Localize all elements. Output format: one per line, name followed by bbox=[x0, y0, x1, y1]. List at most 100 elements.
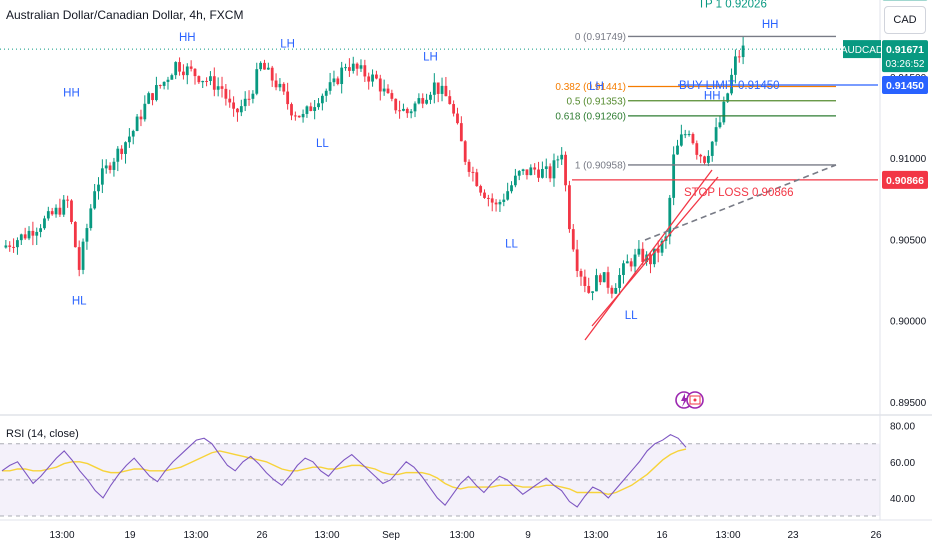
candle-body bbox=[741, 45, 745, 58]
candle-body bbox=[336, 78, 340, 85]
candle-body bbox=[529, 167, 533, 176]
candle-body bbox=[170, 75, 174, 80]
candle-body bbox=[452, 104, 456, 114]
candle-body bbox=[583, 276, 587, 286]
candle-body bbox=[224, 88, 228, 99]
candle-body bbox=[143, 103, 147, 120]
candle-body bbox=[537, 169, 540, 178]
candle-body bbox=[313, 107, 317, 111]
time-tick-label: 26 bbox=[256, 530, 268, 541]
candle-body bbox=[27, 230, 31, 239]
candle-body bbox=[598, 275, 602, 283]
candle-body bbox=[510, 185, 513, 192]
candle-body bbox=[506, 191, 510, 200]
candle-body bbox=[162, 81, 166, 86]
candle-body bbox=[606, 272, 610, 288]
candle-body bbox=[228, 98, 232, 103]
rsi-ma-line bbox=[2, 448, 687, 496]
candle-body bbox=[278, 83, 282, 88]
candle-body bbox=[641, 248, 645, 262]
candle-body bbox=[297, 115, 301, 118]
candle-body bbox=[490, 198, 494, 203]
candle-body bbox=[610, 287, 614, 294]
candle-body bbox=[124, 142, 127, 154]
trendline-upper[interactable] bbox=[591, 176, 719, 327]
candle-body bbox=[104, 165, 108, 169]
candle-body bbox=[348, 67, 351, 71]
price-badge-entry bbox=[882, 76, 928, 94]
candle-body bbox=[714, 127, 718, 142]
candle-body bbox=[483, 192, 486, 198]
candle-body bbox=[710, 141, 714, 156]
candle-body bbox=[31, 230, 35, 236]
candle-body bbox=[672, 154, 676, 198]
time-tick-label: 9 bbox=[525, 530, 531, 541]
candle-body bbox=[263, 62, 266, 70]
structure-label: HL bbox=[72, 295, 87, 307]
candle-body bbox=[382, 88, 386, 92]
candle-body bbox=[502, 199, 506, 202]
candle-body bbox=[363, 65, 367, 77]
candle-body bbox=[100, 168, 104, 185]
candle-body bbox=[367, 76, 371, 82]
candle-body bbox=[556, 159, 560, 161]
candle-body bbox=[35, 231, 39, 236]
candle-body bbox=[243, 98, 247, 107]
candle-body bbox=[695, 143, 699, 155]
rsi-tick-label: 60.00 bbox=[890, 458, 915, 469]
candle-body bbox=[679, 134, 683, 146]
candle-body bbox=[378, 78, 382, 92]
currency-button[interactable]: CAD bbox=[884, 6, 926, 34]
candle-body bbox=[456, 113, 459, 124]
candle-body bbox=[135, 116, 139, 131]
candle-body bbox=[552, 160, 556, 179]
candle-body bbox=[332, 78, 336, 83]
candle-body bbox=[290, 104, 293, 116]
candle-body bbox=[259, 62, 263, 70]
candle-body bbox=[513, 175, 517, 186]
candle-body bbox=[421, 98, 425, 104]
candle-body bbox=[656, 248, 660, 253]
price-badge-sl bbox=[882, 170, 928, 189]
candle-body bbox=[97, 184, 100, 192]
candle-body bbox=[232, 102, 235, 109]
level-label-tp: TP 1 0.92026 bbox=[698, 0, 767, 10]
candle-body bbox=[425, 99, 428, 104]
candle-body bbox=[189, 66, 193, 69]
symbol-badge-text: AUDCAD bbox=[841, 45, 883, 56]
trendline-lower[interactable] bbox=[584, 169, 713, 341]
candle-body bbox=[629, 261, 633, 267]
candle-body bbox=[568, 185, 571, 230]
candle-body bbox=[251, 93, 255, 99]
candle-body bbox=[371, 74, 374, 82]
projection-dashed-line[interactable] bbox=[644, 164, 837, 241]
candle-body bbox=[305, 106, 309, 114]
structure-label: HH bbox=[762, 19, 779, 31]
candle-body bbox=[23, 234, 27, 239]
candle-body bbox=[355, 63, 359, 69]
candle-body bbox=[139, 116, 143, 120]
time-tick-label: 13:00 bbox=[183, 530, 208, 541]
candle-body bbox=[182, 71, 185, 76]
candle-body bbox=[737, 56, 741, 58]
candle-body bbox=[471, 171, 475, 173]
candle-body bbox=[324, 90, 328, 96]
candle-body bbox=[448, 96, 452, 105]
structure-label: HH bbox=[63, 87, 80, 99]
candle-body bbox=[185, 66, 189, 76]
price-badge-text: 0.90866 bbox=[886, 175, 924, 187]
candle-body bbox=[432, 82, 436, 95]
candle-body bbox=[440, 85, 444, 94]
candle-body bbox=[726, 93, 730, 102]
candle-body bbox=[62, 199, 66, 215]
candle-body bbox=[12, 246, 15, 248]
candle-body bbox=[467, 161, 471, 172]
price-tick-label: 0.90000 bbox=[890, 317, 927, 328]
candle-body bbox=[459, 123, 463, 142]
candle-body bbox=[4, 245, 8, 248]
candle-body bbox=[66, 199, 70, 201]
structure-label: LH bbox=[280, 39, 295, 51]
candle-body bbox=[212, 76, 216, 90]
candle-body bbox=[575, 249, 579, 272]
